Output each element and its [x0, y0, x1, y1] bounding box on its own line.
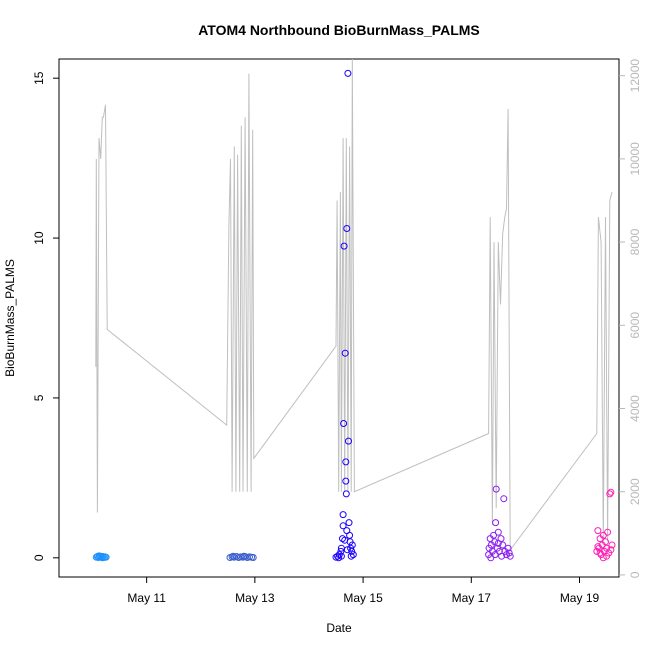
data-point-series-3-8: [339, 511, 347, 519]
altitude-line-layer: [95, 58, 613, 552]
y2-axis: 0 2000 4000 6000 8000 10000 12000: [619, 59, 642, 578]
x-tick-label: May 15: [343, 591, 383, 605]
altitude-line: [95, 58, 613, 552]
data-point-series-3-24: [349, 551, 357, 559]
data-point-series-3-2: [334, 552, 342, 560]
data-point-series-2-13: [229, 552, 237, 560]
data-point-series-5-17: [603, 552, 611, 560]
data-point-series-5-20: [594, 543, 602, 551]
data-point-series-3-6: [339, 535, 346, 543]
x-axis: May 11 May 13 May 15 May 17 May 19: [127, 577, 600, 605]
data-point-series-1-12: [98, 554, 106, 562]
y2-tick-label: 6000: [628, 312, 642, 339]
y2-tick-label: 4000: [628, 395, 642, 422]
y-tick-label: 10: [32, 231, 46, 245]
data-point-series-5-9: [602, 538, 609, 546]
plot-frame: [58, 58, 620, 578]
data-point-series-4-24: [498, 552, 506, 560]
y-tick-label: 0: [32, 554, 46, 561]
y-axis: 0 5 10 15: [32, 71, 59, 561]
data-point-series-5-19: [596, 549, 604, 557]
data-point-series-4-6: [490, 531, 497, 539]
data-point-series-3-28: [347, 552, 355, 560]
y2-tick-label: 12000: [628, 59, 642, 93]
data-point-series-3-4: [337, 547, 345, 555]
x-tick-label: May 11: [127, 591, 166, 605]
y2-tick-label: 10000: [628, 142, 642, 176]
y2-tick-label: 8000: [628, 228, 642, 255]
data-point-series-5-16: [607, 546, 615, 554]
data-point-series-3-30: [337, 552, 345, 560]
data-point-series-4-22: [491, 551, 499, 559]
data-point-series-5-15: [608, 541, 616, 549]
data-point-series-2-12: [249, 554, 257, 561]
data-point-series-3-10: [340, 242, 348, 250]
data-point-series-3-13: [342, 477, 350, 485]
x-tick-label: May 17: [452, 591, 492, 605]
data-point-series-3-15: [343, 225, 351, 232]
data-point-series-4-8: [492, 519, 500, 527]
data-point-series-5-13: [606, 490, 614, 498]
data-point-series-4-7: [491, 538, 499, 546]
data-point-series-3-18: [345, 519, 353, 527]
data-point-series-1-10: [102, 553, 110, 561]
data-points-layer: [92, 69, 616, 562]
y-tick-label: 5: [32, 394, 46, 401]
data-point-series-3-7: [339, 522, 347, 530]
data-point-series-4-9: [492, 485, 500, 493]
data-point-series-4-23: [494, 539, 502, 547]
y-axis-label: BioBurnMass_PALMS: [3, 259, 17, 377]
data-point-series-4-11: [494, 528, 502, 536]
chart-title: ATOM4 Northbound BioBurnMass_PALMS: [198, 22, 480, 38]
x-tick-label: May 19: [560, 591, 600, 605]
data-point-series-2-14: [240, 552, 248, 560]
data-point-series-3-23: [348, 541, 356, 549]
data-point-series-3-17: [345, 437, 352, 445]
data-point-series-4-18: [504, 544, 512, 552]
data-point-series-3-9: [340, 420, 348, 427]
data-point-series-3-26: [341, 536, 349, 544]
data-point-series-3-14: [342, 490, 350, 498]
data-point-series-3-11: [341, 349, 349, 357]
y2-tick-label: 0: [628, 571, 642, 578]
data-point-series-5-14: [607, 488, 615, 496]
x-tick-label: May 13: [235, 591, 275, 605]
data-point-series-5-11: [604, 528, 612, 536]
data-point-series-3-27: [343, 546, 351, 554]
data-point-series-4-19: [505, 549, 513, 557]
data-point-series-4-15: [500, 495, 508, 503]
data-point-series-3-25: [343, 527, 351, 535]
y-tick-label: 15: [32, 71, 46, 85]
data-point-series-3-12: [342, 458, 350, 466]
x-axis-label: Date: [326, 621, 352, 635]
data-point-series-5-18: [599, 554, 607, 562]
y2-tick-label: 2000: [628, 478, 642, 505]
data-point-series-3-16: [344, 69, 352, 77]
data-point-series-5-2: [594, 527, 602, 535]
data-point-series-4-14: [499, 541, 507, 549]
data-point-series-4-20: [506, 552, 514, 560]
